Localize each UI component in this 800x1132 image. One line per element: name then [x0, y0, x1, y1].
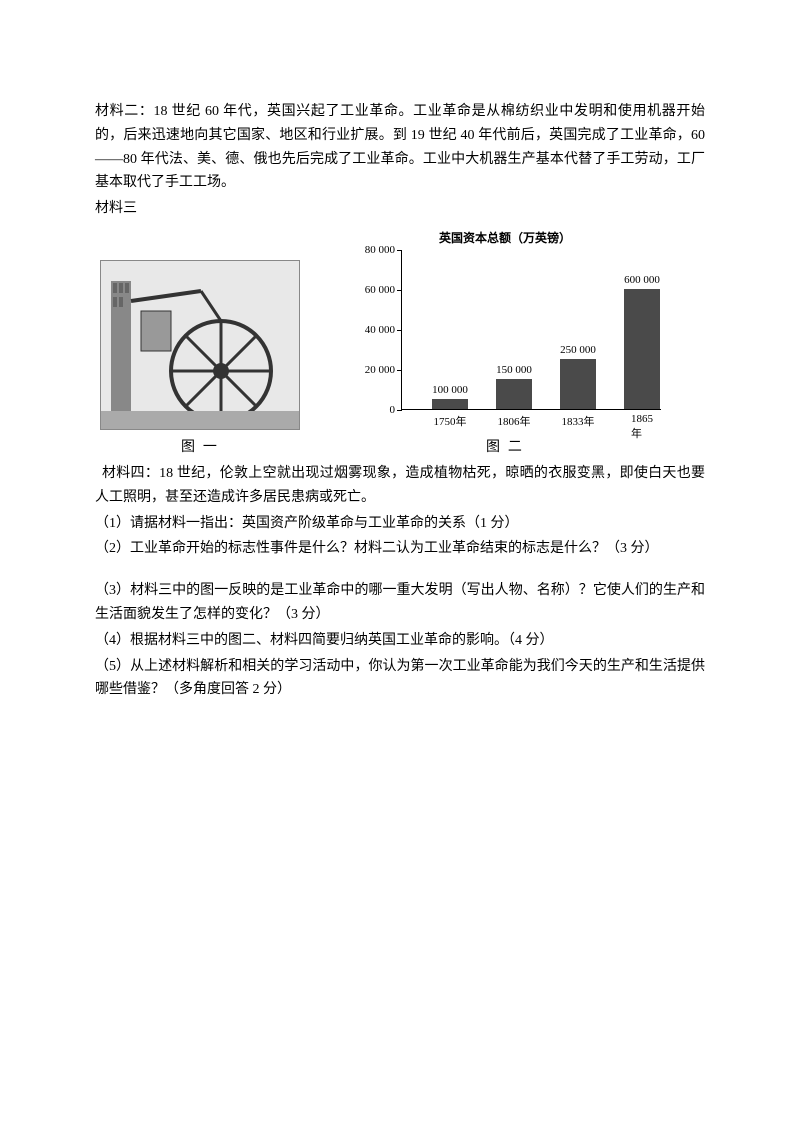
question-2: （2）工业革命开始的标志性事件是什么？材料二认为工业革命结束的标志是什么？（3 … — [95, 537, 705, 561]
bar-value-label: 100 000 — [420, 384, 480, 396]
figure-1-box: 图 一 — [95, 260, 305, 456]
y-tick-label: 20 000 — [365, 364, 395, 376]
question-4: （4）根据材料三中的图二、材料四简要归纳英国工业革命的影响。（4 分） — [95, 629, 705, 653]
y-tick-label: 60 000 — [365, 284, 395, 296]
chart-bar — [624, 289, 660, 409]
question-5: （5）从上述材料解析和相关的学习活动中，你认为第一次工业革命能为我们今天的生产和… — [95, 655, 705, 703]
y-tick-mark — [397, 370, 402, 371]
x-category-label: 1833年 — [562, 413, 595, 429]
chart-bar — [432, 399, 468, 409]
x-category-label: 1806年 — [498, 413, 531, 429]
material-4-text: 材料四：18 世纪，伦敦上空就出现过烟雾现象，造成植物枯死，晾晒的衣服变黑，即使… — [95, 462, 705, 510]
figures-row: 图 一 英国资本总额（万英镑） 0 20 000 40 000 60 000 80 00… — [95, 229, 705, 456]
y-tick-label: 80 000 — [365, 244, 395, 256]
y-tick-label: 0 — [390, 404, 396, 416]
figure-2-box: 英国资本总额（万英镑） 0 20 000 40 000 60 000 80 000 10… — [335, 229, 675, 456]
chart-title: 英国资本总额（万英镑） — [439, 229, 571, 246]
figure-1-image — [100, 260, 300, 430]
question-3: （3）材料三中的图一反映的是工业革命中的哪一重大发明（写出人物、名称）？它使人们… — [95, 579, 705, 627]
x-category-label: 1750年 — [434, 413, 467, 429]
question-1: （1）请据材料一指出：英国资产阶级革命与工业革命的关系（1 分） — [95, 512, 705, 536]
y-tick-mark — [397, 290, 402, 291]
bar-value-label: 250 000 — [548, 344, 608, 356]
y-tick-mark — [397, 330, 402, 331]
y-tick-mark — [397, 410, 402, 411]
x-category-label: 1865年 — [631, 413, 653, 441]
material-3-label: 材料三 — [95, 197, 705, 221]
figure-2-caption: 图 二 — [486, 436, 524, 456]
y-tick-label: 40 000 — [365, 324, 395, 336]
figure-1-caption: 图 一 — [181, 436, 219, 456]
plot-area: 100 0001750年150 0001806年250 0001833年600 … — [401, 250, 661, 410]
material-2-text: 材料二：18 世纪 60 年代，英国兴起了工业革命。工业革命是从棉纺织业中发明和… — [95, 100, 705, 195]
chart-bar — [496, 379, 532, 409]
chart-bar — [560, 359, 596, 409]
bar-value-label: 600 000 — [612, 274, 672, 286]
y-axis-labels: 020 00040 00060 00080 000 — [345, 250, 399, 410]
chart-area: 020 00040 00060 00080 000 100 0001750年15… — [345, 250, 665, 430]
y-tick-mark — [397, 250, 402, 251]
bar-value-label: 150 000 — [484, 364, 544, 376]
